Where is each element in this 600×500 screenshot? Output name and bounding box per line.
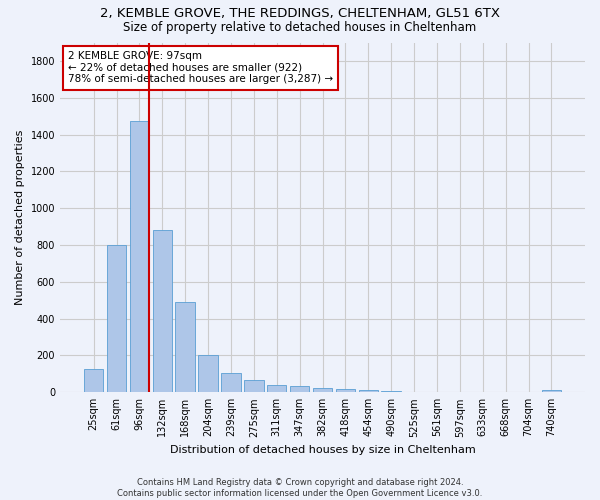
Bar xyxy=(221,373,241,392)
Bar xyxy=(290,386,310,392)
Bar xyxy=(175,302,195,392)
Bar xyxy=(107,245,126,392)
X-axis label: Distribution of detached houses by size in Cheltenham: Distribution of detached houses by size … xyxy=(170,445,475,455)
Bar xyxy=(130,120,149,392)
Bar xyxy=(359,390,378,392)
Bar xyxy=(335,388,355,392)
Text: Contains HM Land Registry data © Crown copyright and database right 2024.
Contai: Contains HM Land Registry data © Crown c… xyxy=(118,478,482,498)
Bar xyxy=(199,354,218,393)
Y-axis label: Number of detached properties: Number of detached properties xyxy=(15,130,25,305)
Bar xyxy=(244,380,263,392)
Bar xyxy=(84,370,103,392)
Bar xyxy=(267,385,286,392)
Bar xyxy=(313,388,332,392)
Text: 2, KEMBLE GROVE, THE REDDINGS, CHELTENHAM, GL51 6TX: 2, KEMBLE GROVE, THE REDDINGS, CHELTENHA… xyxy=(100,8,500,20)
Bar xyxy=(152,230,172,392)
Text: Size of property relative to detached houses in Cheltenham: Size of property relative to detached ho… xyxy=(124,21,476,34)
Text: 2 KEMBLE GROVE: 97sqm
← 22% of detached houses are smaller (922)
78% of semi-det: 2 KEMBLE GROVE: 97sqm ← 22% of detached … xyxy=(68,51,333,84)
Bar xyxy=(542,390,561,392)
